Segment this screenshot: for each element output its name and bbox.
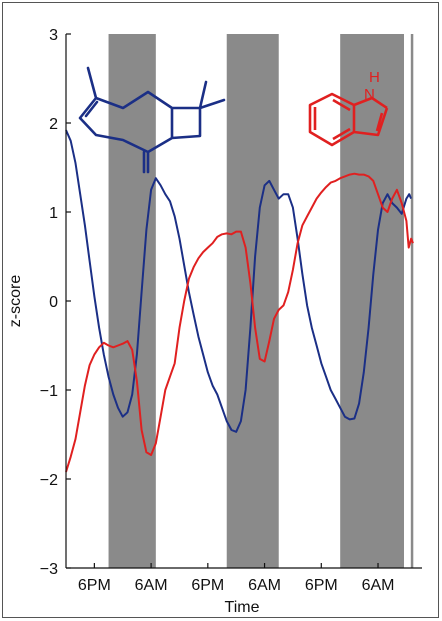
x-tick-label: 6AM xyxy=(135,577,168,594)
y-tick-label: −3 xyxy=(40,561,58,578)
x-tick-label: 6PM xyxy=(78,577,111,594)
left-molecule-structure xyxy=(78,66,226,174)
dark-band-1 xyxy=(108,34,156,568)
y-tick-label: 3 xyxy=(49,27,58,44)
indole-bonds xyxy=(308,92,389,147)
dark-band-3 xyxy=(340,34,404,568)
y-tick-label: −1 xyxy=(40,383,58,400)
left-molecule-bonds xyxy=(78,66,226,174)
y-tick-label: 0 xyxy=(49,294,58,311)
indole-h-label: H xyxy=(369,69,380,86)
x-axis-title: Time xyxy=(225,599,260,616)
indole-n-label: N xyxy=(364,86,375,103)
series-layer xyxy=(65,129,414,473)
y-tick-label: −2 xyxy=(40,472,58,489)
x-tick-label: 6PM xyxy=(305,577,338,594)
dark-period-bands xyxy=(108,34,404,568)
y-tick-label: 1 xyxy=(49,205,58,222)
axes: −3 −2 −1 0 1 2 3 6PM 6AM 6PM 6AM 6PM 6AM Time z-score xyxy=(7,27,422,616)
y-tick-label: 2 xyxy=(49,116,58,133)
x-tick-label: 6PM xyxy=(191,577,224,594)
x-tick-label: 6AM xyxy=(248,577,281,594)
right-molecule-indole: H N xyxy=(308,69,389,147)
x-tick-label: 6AM xyxy=(362,577,395,594)
series-line-1 xyxy=(65,129,413,433)
y-axis-title: z-score xyxy=(7,275,24,328)
series-line-2 xyxy=(65,172,414,473)
